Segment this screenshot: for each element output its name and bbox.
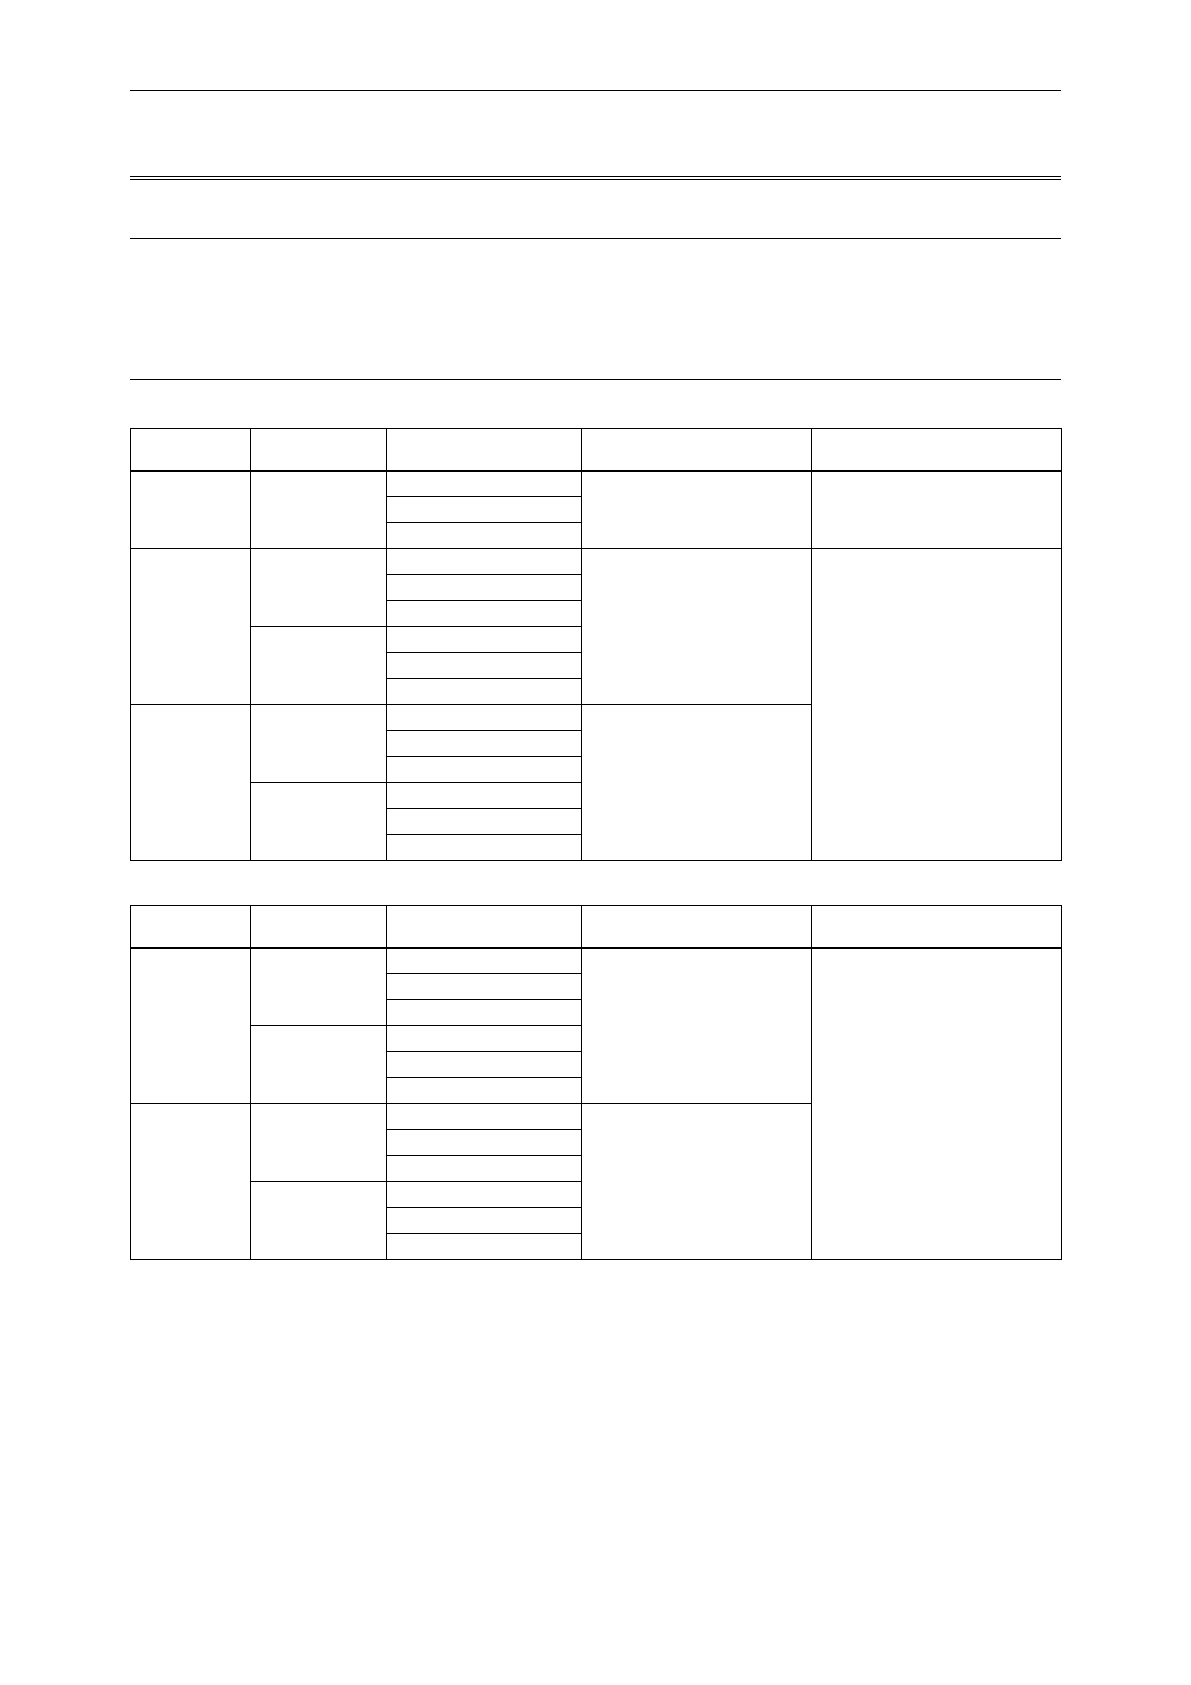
cell (387, 1130, 582, 1156)
cell (387, 809, 582, 835)
cell (387, 948, 582, 974)
cell (131, 948, 251, 1104)
cell (582, 948, 812, 1104)
cell (251, 627, 387, 705)
header-cell (812, 906, 1062, 948)
cell (131, 705, 251, 861)
cell (387, 497, 582, 523)
table-row (131, 906, 1062, 948)
cell (387, 1234, 582, 1260)
cell (582, 471, 812, 549)
cell (251, 948, 387, 1026)
header-cell (387, 429, 582, 471)
cell (387, 1104, 582, 1130)
cell (387, 1078, 582, 1104)
cell (387, 1052, 582, 1078)
cell (387, 1026, 582, 1052)
header-cell (251, 906, 387, 948)
table-row (131, 471, 1062, 497)
cell (387, 757, 582, 783)
rule-mid-2 (130, 379, 1061, 380)
cell (582, 549, 812, 705)
header-cell (812, 429, 1062, 471)
header-cell (387, 906, 582, 948)
table-row (131, 549, 1062, 575)
cell (251, 549, 387, 627)
table-2 (130, 905, 1061, 1260)
table-row (131, 429, 1062, 471)
cell (251, 1104, 387, 1182)
cell (251, 705, 387, 783)
cell (387, 471, 582, 497)
header-cell (582, 906, 812, 948)
cell (387, 627, 582, 653)
cell (387, 835, 582, 861)
cell (131, 549, 251, 705)
cell (387, 575, 582, 601)
cell (387, 653, 582, 679)
cell (387, 679, 582, 705)
cell (387, 549, 582, 575)
header-cell (131, 906, 251, 948)
cell (387, 1208, 582, 1234)
cell (812, 471, 1062, 549)
cell (251, 1182, 387, 1260)
header-cell (131, 429, 251, 471)
header-cell (582, 429, 812, 471)
cell (387, 783, 582, 809)
cell (387, 731, 582, 757)
cell (812, 948, 1062, 1260)
page-content (130, 90, 1061, 1260)
table-1 (130, 428, 1061, 861)
cell (131, 471, 251, 549)
cell (582, 1104, 812, 1260)
cell (812, 549, 1062, 861)
cell (387, 974, 582, 1000)
cell (387, 523, 582, 549)
cell (387, 1156, 582, 1182)
cell (387, 601, 582, 627)
cell (251, 783, 387, 861)
table-row (131, 948, 1062, 974)
cell (387, 1182, 582, 1208)
cell (387, 705, 582, 731)
cell (387, 1000, 582, 1026)
cell (131, 1104, 251, 1260)
header-cell (251, 429, 387, 471)
cell (251, 1026, 387, 1104)
cell (251, 471, 387, 549)
cell (582, 705, 812, 861)
